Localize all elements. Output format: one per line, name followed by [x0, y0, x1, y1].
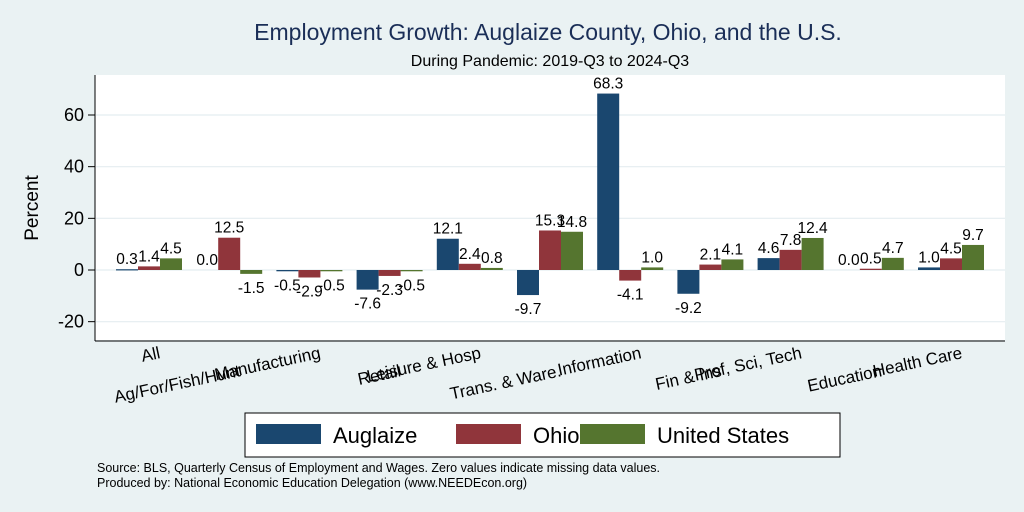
data-label: 4.6: [758, 240, 780, 257]
data-label: -0.5: [318, 277, 345, 294]
source-note: Source: BLS, Quarterly Census of Employm…: [97, 461, 660, 475]
legend-box: [244, 412, 841, 458]
bar-united-states: [561, 231, 583, 270]
bar-ohio: [218, 237, 241, 270]
bar-united-states: [641, 267, 664, 270]
chart-subtitle: During Pandemic: 2019-Q3 to 2024-Q3: [411, 53, 689, 70]
legend-label: Ohio: [533, 423, 579, 448]
bar-united-states: [240, 270, 263, 274]
data-label: 0.8: [481, 250, 503, 267]
bar-ohio: [619, 270, 642, 281]
bar-auglaize: [356, 270, 379, 290]
bar-ohio: [298, 270, 321, 278]
data-label: -9.7: [515, 301, 542, 318]
data-label: 68.3: [593, 76, 623, 93]
bars: [116, 93, 984, 296]
data-label: -2.3: [376, 282, 403, 299]
chart-title: Employment Growth: Auglaize County, Ohio…: [254, 19, 842, 45]
data-label: -2.9: [296, 283, 323, 300]
category-label: All: [139, 343, 161, 366]
category-label: Health Care: [871, 343, 964, 380]
bar-united-states: [480, 267, 503, 270]
bar-ohio: [378, 270, 401, 276]
bar-united-states: [962, 244, 984, 270]
bar-united-states: [801, 237, 824, 270]
data-label: 14.8: [557, 214, 587, 231]
data-label: 0.0: [838, 252, 860, 269]
data-labels: 0.3 1.4 4.50.012.5-1.5 -0.5-2.9-0.5-7.6-2.3…: [116, 76, 984, 318]
y-tick-label: 60: [64, 105, 84, 125]
bar-united-states: [320, 270, 343, 272]
bar-auglaize: [436, 238, 459, 270]
category-label: Information: [556, 343, 643, 379]
bar-auglaize: [757, 258, 780, 270]
data-label: 2.4: [459, 246, 481, 263]
bar-ohio: [458, 263, 481, 270]
legend-label: Auglaize: [333, 423, 417, 448]
legend-swatch-united-states: [580, 424, 645, 444]
data-label: 15.3: [535, 212, 565, 229]
y-tick-label: 20: [64, 208, 84, 228]
data-label: -4.1: [617, 287, 644, 304]
bar-ohio: [859, 268, 882, 270]
bar-ohio: [138, 266, 160, 270]
data-label: 4.7: [882, 240, 904, 257]
bar-auglaize: [276, 270, 299, 272]
data-label: 0.0: [196, 252, 218, 269]
legend-swatch-auglaize: [256, 424, 321, 444]
bar-auglaize: [918, 267, 940, 270]
y-tick-label: 40: [64, 157, 84, 177]
bar-united-states: [400, 270, 423, 272]
produced-by-note: Produced by: National Economic Education…: [97, 476, 527, 490]
y-ticks: -20 0 20 40 60: [58, 105, 95, 332]
y-tick-label: -20: [58, 312, 84, 332]
data-label: -7.6: [354, 296, 381, 313]
data-label: 1.0: [918, 249, 940, 266]
plot-area: [95, 75, 1005, 340]
category-label: Manufacturing: [213, 343, 322, 384]
bar-auglaize: [116, 269, 138, 271]
data-label: 7.8: [780, 232, 802, 249]
data-label: 12.1: [433, 221, 463, 238]
data-label: -0.5: [398, 277, 425, 294]
bar-united-states: [160, 258, 182, 270]
data-label: 0.3: [116, 251, 138, 268]
legend-swatch-ohio: [456, 424, 521, 444]
data-label: -0.5: [274, 277, 301, 294]
y-axis-label: Percent: [22, 175, 43, 241]
data-label: -1.5: [238, 280, 265, 297]
data-label: 4.5: [160, 240, 182, 257]
bar-ohio: [940, 258, 962, 270]
y-tick-label: 0: [74, 260, 84, 280]
legend-label: United States: [657, 423, 789, 448]
category-label: Trans. & Ware.: [448, 361, 563, 403]
data-label: 4.5: [940, 240, 962, 257]
bar-auglaize: [677, 270, 700, 294]
bar-united-states: [721, 259, 744, 270]
data-label: 0.5: [860, 251, 882, 268]
data-label: 12.4: [798, 220, 829, 237]
data-label: 9.7: [962, 227, 984, 244]
category-label: Prof, Sci, Tech: [693, 343, 804, 384]
data-label: 2.1: [700, 247, 722, 264]
bar-ohio: [539, 230, 561, 270]
category-label: Leisure & Hosp: [365, 343, 483, 386]
data-label: -9.2: [675, 300, 702, 317]
data-label: 1.4: [138, 248, 160, 265]
data-label: 1.0: [641, 249, 663, 266]
bar-united-states: [881, 257, 904, 270]
bar-auglaize: [597, 93, 620, 270]
data-label: 12.5: [214, 220, 244, 237]
bar-ohio: [779, 249, 802, 270]
legend: Auglaize Ohio United States: [244, 412, 841, 458]
data-label: 4.1: [722, 241, 744, 258]
bar-auglaize: [517, 270, 539, 296]
bar-ohio: [699, 264, 722, 270]
